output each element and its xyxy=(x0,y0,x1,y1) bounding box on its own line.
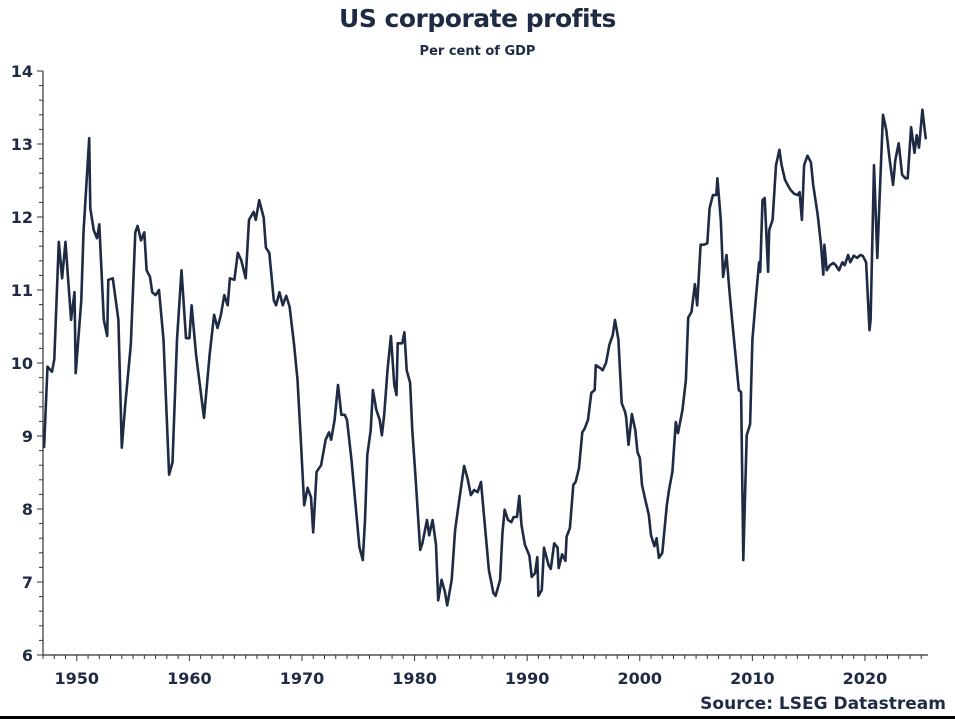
x-tick-label: 1970 xyxy=(280,669,325,688)
plot-area xyxy=(42,108,928,607)
x-tick-label: 1980 xyxy=(392,669,437,688)
y-axis: 6 7 8 9 10 11 12 13 14 xyxy=(11,62,44,665)
chart-title: US corporate profits xyxy=(339,4,616,33)
y-tick-label: 11 xyxy=(11,281,33,300)
x-axis: 1950 1960 1970 1980 1990 2000 2010 2020 xyxy=(42,654,928,688)
series-line xyxy=(42,108,928,607)
y-tick-label: 10 xyxy=(11,354,33,373)
y-tick-label: 6 xyxy=(22,646,33,665)
y-tick-label: 12 xyxy=(11,208,33,227)
bottom-rule xyxy=(0,716,955,719)
x-tick-label: 2020 xyxy=(843,669,888,688)
source-note: Source: LSEG Datastream xyxy=(700,694,946,714)
y-tick-label: 14 xyxy=(11,62,33,81)
y-tick-label: 9 xyxy=(22,427,33,446)
x-tick-label: 1960 xyxy=(167,669,212,688)
x-tick-label: 1950 xyxy=(55,669,100,688)
x-tick-label: 1990 xyxy=(505,669,550,688)
y-tick-label: 13 xyxy=(11,135,33,154)
y-tick-label: 8 xyxy=(22,500,33,519)
y-tick-label: 7 xyxy=(22,573,33,592)
chart-subtitle: Per cent of GDP xyxy=(419,44,536,59)
x-tick-label: 2000 xyxy=(617,669,662,688)
x-tick-label: 2010 xyxy=(730,669,775,688)
